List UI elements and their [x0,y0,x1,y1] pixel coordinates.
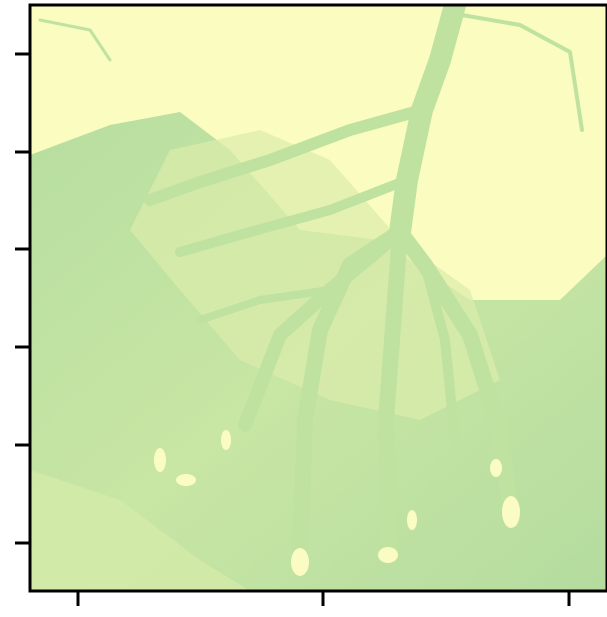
image [30,5,607,591]
bar [221,430,231,450]
figure [0,0,607,617]
bar [378,547,398,563]
page [0,0,607,617]
bar [407,510,417,530]
bar [154,448,166,472]
bar [502,496,520,528]
bar [490,459,502,477]
bar [291,548,309,576]
bar [176,474,196,486]
